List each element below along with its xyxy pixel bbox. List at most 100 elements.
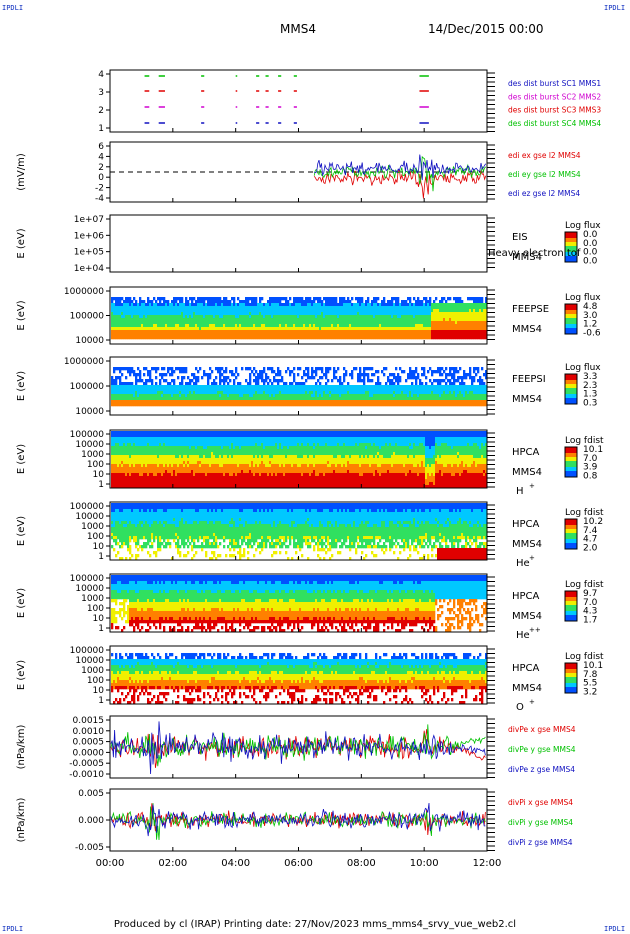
- feepsi-cell: [145, 388, 148, 392]
- hpca_h-cell: [141, 437, 144, 441]
- feepsi-cell: [391, 391, 394, 395]
- feepse-cell: [339, 324, 342, 328]
- feepsi-cell: [273, 394, 276, 398]
- feepse-cell: [377, 327, 380, 331]
- hpca_h-cell: [121, 458, 124, 462]
- feepse-cell: [479, 315, 482, 319]
- feepsi-cell: [327, 391, 330, 395]
- feepsi-cell: [455, 394, 458, 398]
- feepsi-cell: [199, 394, 202, 398]
- feepse-cell: [451, 321, 454, 325]
- feepsi-cell: [151, 403, 154, 407]
- feepse-cell: [225, 300, 228, 304]
- feepse-cell: [225, 327, 228, 331]
- feepsi-cell: [223, 403, 226, 407]
- feepse-cell: [179, 309, 182, 313]
- feepsi-cell: [251, 400, 254, 404]
- feepse-cell: [245, 312, 248, 316]
- feepsi-cell: [149, 376, 152, 380]
- feepsi-cell: [171, 397, 174, 401]
- feepse-cell: [453, 315, 456, 319]
- feepse-cell: [289, 309, 292, 313]
- feepsi-cell: [195, 367, 198, 371]
- feepsi-cell: [357, 376, 360, 380]
- hpca_h-cell: [129, 473, 132, 477]
- feepsi-cell: [411, 370, 414, 374]
- feepse-cell: [293, 336, 296, 340]
- feepsi-cell: [135, 391, 138, 395]
- feepse-cell: [141, 324, 144, 328]
- feepse-cell: [347, 309, 350, 313]
- feepsi-cell: [151, 400, 154, 404]
- feepsi-cell: [119, 397, 122, 401]
- feepse-cell: [205, 321, 208, 325]
- feepsi-cell: [191, 388, 194, 392]
- feepse-cell: [223, 300, 226, 304]
- feepsi-cell: [257, 403, 260, 407]
- feepse-cell: [345, 324, 348, 328]
- feepse-cell: [315, 312, 318, 316]
- feepsi-cell: [443, 388, 446, 392]
- feepse-cell: [261, 297, 264, 301]
- feepse-cell: [345, 327, 348, 331]
- feepse-cell: [391, 324, 394, 328]
- feepse-cell: [161, 312, 164, 316]
- feepse-cell: [375, 336, 378, 340]
- feepsi-cell: [215, 376, 218, 380]
- feepsi-cell: [373, 397, 376, 401]
- feepse-cell: [299, 333, 302, 337]
- feepsi-cell: [291, 400, 294, 404]
- feepsi-cell: [483, 400, 486, 404]
- feepse-cell: [445, 312, 448, 316]
- feepse-cell: [443, 318, 446, 322]
- feepse-cell: [199, 333, 202, 337]
- feepsi-cell: [191, 373, 194, 377]
- feepse-cell: [397, 309, 400, 313]
- hpca_h-cell: [135, 479, 138, 483]
- feepsi-cell: [177, 367, 180, 371]
- feepse-cell: [245, 297, 248, 301]
- feepse-cell: [225, 315, 228, 319]
- feepsi-cell: [241, 385, 244, 389]
- feepse-cell: [265, 315, 268, 319]
- feepsi-cell: [373, 388, 376, 392]
- feepse-cell: [419, 309, 422, 313]
- feepse-cell: [401, 324, 404, 328]
- feepsi-cell: [475, 367, 478, 371]
- feepsi-cell: [403, 394, 406, 398]
- feepsi-cell: [217, 397, 220, 401]
- feepsi-cell: [325, 391, 328, 395]
- feepsi-cell: [277, 367, 280, 371]
- feepse-cell: [321, 309, 324, 313]
- feepse-cell: [187, 318, 190, 322]
- feepse-cell: [375, 300, 378, 304]
- feepsi-cell: [187, 376, 190, 380]
- feepsi-cell: [239, 403, 242, 407]
- feepse-cell: [263, 333, 266, 337]
- feepsi-cell: [409, 385, 412, 389]
- feepse-cell: [345, 312, 348, 316]
- feepsi-cell: [321, 376, 324, 380]
- feepsi-cell: [359, 370, 362, 374]
- feepse-cell: [325, 297, 328, 301]
- hpca_h-cell: [147, 443, 150, 447]
- feepsi-cell: [417, 403, 420, 407]
- feepsi-cell: [259, 403, 262, 407]
- feepse-cell: [229, 300, 232, 304]
- hpca_h-cell: [119, 458, 122, 462]
- feepsi-cell: [479, 400, 482, 404]
- feepsi-cell: [449, 382, 452, 386]
- feepse-cell: [325, 321, 328, 325]
- feepse-cell: [419, 306, 422, 310]
- feepsi-cell: [307, 367, 310, 371]
- feepse-cell: [217, 333, 220, 337]
- feepse-cell: [247, 321, 250, 325]
- feepsi-cell: [445, 391, 448, 395]
- feepsi-cell: [151, 394, 154, 398]
- feepse-cell: [115, 327, 118, 331]
- feepsi-cell: [269, 394, 272, 398]
- feepse-cell: [335, 312, 338, 316]
- feepse-cell: [127, 336, 130, 340]
- feepsi-cell: [251, 385, 254, 389]
- feepse-cell: [133, 297, 136, 301]
